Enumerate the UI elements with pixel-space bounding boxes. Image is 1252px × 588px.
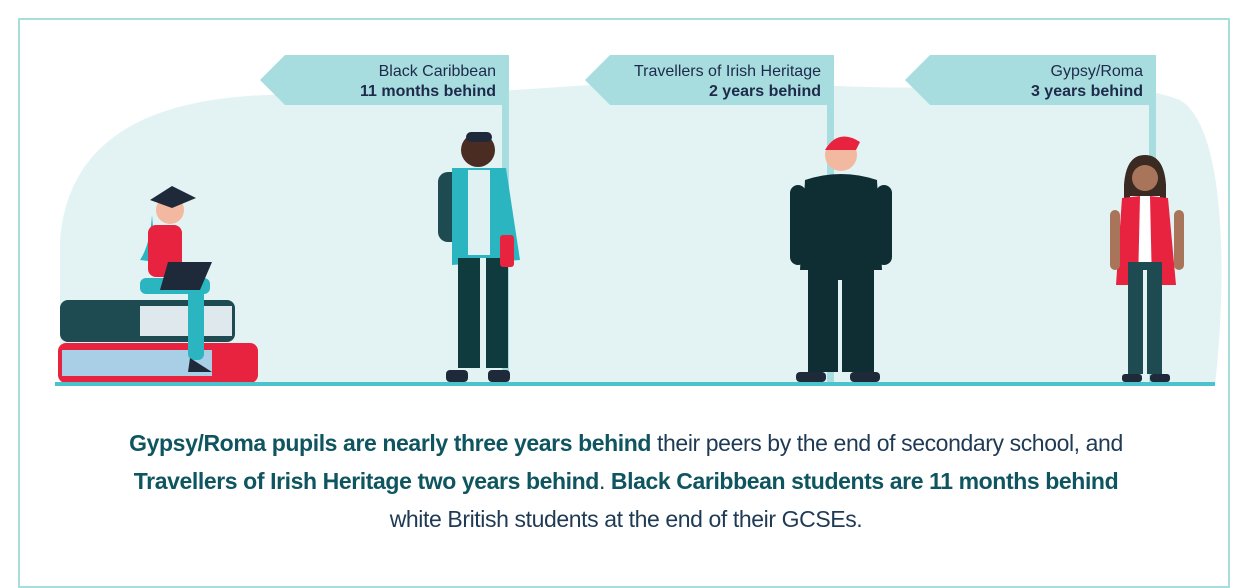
illustration: Black Caribbean 11 months behind Travell… <box>55 55 1222 386</box>
sign-label: Black Caribbean <box>379 63 496 80</box>
page: {"signs": [ {"label": "Black Caribbean",… <box>18 18 1230 588</box>
caption-emphasis: Gypsy/Roma pupils are nearly three years… <box>129 430 652 456</box>
sign-board <box>585 55 830 105</box>
caption-emphasis: Black Caribbean students are 11 months b… <box>610 468 1119 494</box>
caption-emphasis: Travellers of Irish Heritage two years b… <box>133 468 600 494</box>
ground-line <box>55 382 1215 386</box>
sign-label: Gypsy/Roma <box>1051 63 1144 80</box>
caption-text: their peers by the end of secondary scho… <box>651 430 1123 456</box>
person-gypsy-roma <box>1110 155 1184 382</box>
books <box>58 300 258 383</box>
sign-board <box>905 55 1152 105</box>
person-graduate <box>140 186 212 372</box>
sign-value: 11 months behind <box>360 83 496 100</box>
background-blob <box>60 80 1222 385</box>
caption: Gypsy/Roma pupils are nearly three years… <box>116 424 1136 538</box>
person-black-caribbean <box>438 132 520 382</box>
person-traveller <box>790 136 892 382</box>
caption-text: . <box>598 468 611 494</box>
sign-value: 3 years behind <box>1031 83 1143 100</box>
sign-label: Travellers of Irish Heritage <box>634 63 821 80</box>
sign-value: 2 years behind <box>709 83 821 100</box>
caption-text: white British students at the end of the… <box>389 506 863 532</box>
sign-board <box>260 55 505 105</box>
